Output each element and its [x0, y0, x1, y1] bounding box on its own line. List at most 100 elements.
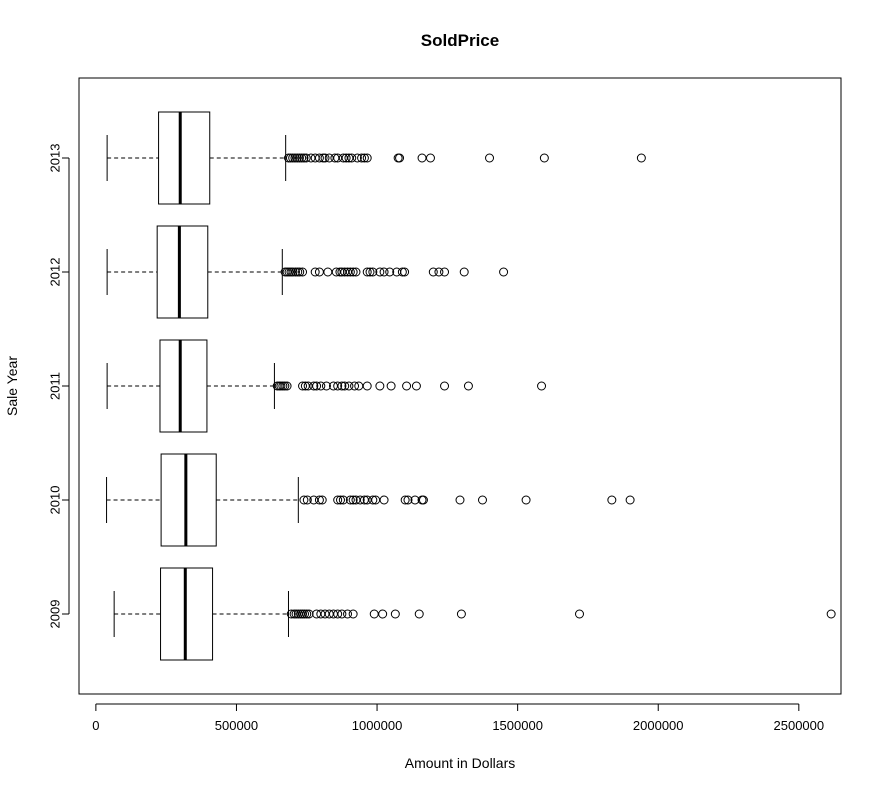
outlier-point	[300, 609, 310, 619]
outlier-point	[365, 267, 375, 277]
outlier-point	[295, 267, 305, 277]
outlier-point	[459, 267, 469, 277]
outlier-point	[337, 609, 347, 619]
outlier-point	[348, 267, 358, 277]
outlier-point	[282, 381, 292, 391]
outlier-point	[309, 381, 319, 391]
outlier-point	[417, 153, 427, 163]
iqr-box	[158, 111, 211, 205]
outlier-point	[440, 267, 450, 277]
outlier-point	[456, 609, 466, 619]
y-tick-label: 2013	[48, 144, 63, 173]
outlier-point	[636, 153, 646, 163]
outlier-point	[298, 381, 308, 391]
outlier-point	[333, 495, 343, 505]
outlier-point	[280, 381, 290, 391]
outlier-point	[288, 153, 298, 163]
y-tick-label: 2010	[48, 486, 63, 515]
outlier-point	[333, 609, 343, 619]
outlier-point	[345, 267, 355, 277]
outlier-point	[477, 495, 487, 505]
box-2012	[106, 225, 509, 319]
x-tick-label: 2500000	[774, 718, 825, 733]
outlier-point	[625, 495, 635, 505]
outlier-point	[369, 609, 379, 619]
outlier-point	[411, 381, 421, 391]
outlier-point	[378, 609, 388, 619]
outlier-point	[537, 381, 547, 391]
outlier-point	[290, 153, 300, 163]
outlier-point	[314, 495, 324, 505]
outlier-point	[299, 495, 309, 505]
outlier-point	[362, 153, 372, 163]
outlier-point	[344, 381, 354, 391]
outlier-point	[340, 381, 350, 391]
box-2013	[106, 111, 646, 205]
outlier-point	[351, 267, 361, 277]
iqr-box	[156, 225, 209, 319]
y-axis-label: Sale Year	[4, 356, 20, 416]
outlier-point	[292, 153, 302, 163]
outlier-point	[347, 153, 357, 163]
outlier-point	[414, 609, 424, 619]
outlier-point	[301, 153, 311, 163]
y-axis: 2009 2010 2011 2012 2013	[48, 144, 70, 629]
outlier-point	[390, 609, 400, 619]
outlier-point	[337, 381, 347, 391]
outlier-point	[343, 609, 353, 619]
outlier-point	[286, 609, 296, 619]
chart-title: SoldPrice	[421, 31, 499, 50]
plot-frame	[78, 77, 842, 695]
outlier-point	[368, 495, 378, 505]
outlier-point	[425, 153, 435, 163]
outlier-point	[455, 495, 465, 505]
outlier-point	[379, 495, 389, 505]
x-tick-label: 1000000	[352, 718, 403, 733]
box-2009	[113, 567, 836, 661]
outlier-point	[521, 495, 531, 505]
x-axis-label: Amount in Dollars	[405, 755, 516, 771]
outlier-point	[379, 267, 389, 277]
outlier-point	[345, 495, 355, 505]
outlier-point	[440, 381, 450, 391]
outlier-point	[310, 267, 320, 277]
outlier-point	[826, 609, 836, 619]
x-tick-label: 500000	[215, 718, 258, 733]
x-tick-label: 1500000	[492, 718, 543, 733]
outlier-point	[320, 153, 330, 163]
outlier-point	[375, 267, 385, 277]
outlier-point	[355, 495, 365, 505]
outlier-point	[499, 267, 509, 277]
outlier-point	[368, 267, 378, 277]
outlier-point	[418, 495, 428, 505]
box-2011	[106, 339, 547, 433]
outlier-point	[317, 495, 327, 505]
outlier-point	[539, 153, 549, 163]
outlier-point	[400, 267, 410, 277]
outlier-point	[302, 495, 312, 505]
outlier-point	[400, 495, 410, 505]
box-2010	[106, 453, 635, 547]
outlier-point	[352, 153, 362, 163]
outlier-point	[314, 153, 324, 163]
outlier-point	[575, 609, 585, 619]
outlier-point	[338, 495, 348, 505]
outlier-point	[316, 381, 326, 391]
x-tick-label: 0	[92, 718, 99, 733]
iqr-box	[159, 339, 208, 433]
outlier-point	[395, 153, 405, 163]
outlier-point	[335, 495, 345, 505]
outlier-point	[463, 381, 473, 391]
y-tick-label: 2009	[48, 600, 63, 629]
outlier-point	[321, 381, 331, 391]
outlier-point	[341, 153, 351, 163]
outlier-point	[299, 153, 309, 163]
y-tick-label: 2012	[48, 258, 63, 287]
outlier-point	[385, 267, 395, 277]
outlier-point	[386, 381, 396, 391]
outlier-point	[397, 267, 407, 277]
outlier-point	[312, 381, 322, 391]
outlier-point	[298, 267, 308, 277]
outlier-point	[294, 153, 304, 163]
